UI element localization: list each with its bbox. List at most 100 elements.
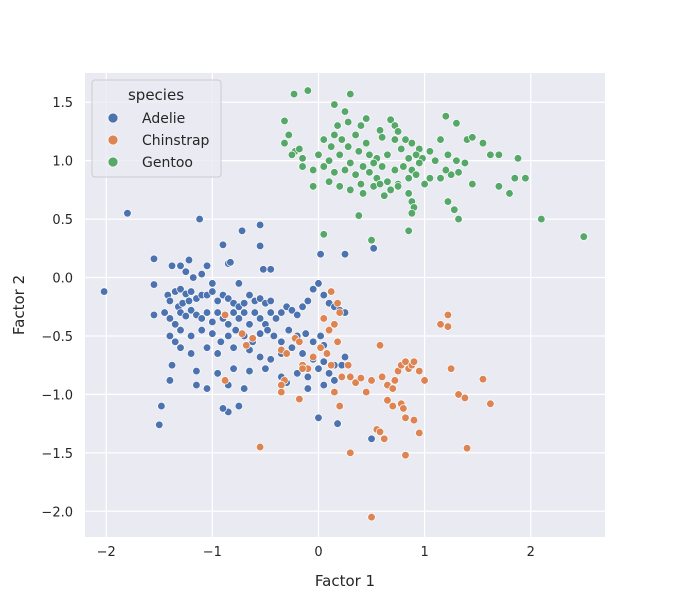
x-tick-label: −2	[97, 545, 116, 560]
data-point	[399, 404, 408, 413]
data-point	[259, 265, 268, 274]
data-point	[393, 127, 403, 136]
data-point	[319, 162, 328, 171]
data-point	[401, 357, 410, 366]
data-point	[224, 294, 233, 303]
data-point	[231, 325, 240, 335]
data-point	[245, 320, 254, 329]
data-point	[277, 380, 286, 390]
y-tick-label: 1.5	[52, 96, 73, 111]
legend-item: Gentoo	[107, 155, 193, 171]
data-point	[375, 179, 385, 189]
data-point	[242, 341, 251, 350]
data-point	[309, 182, 318, 191]
data-point	[407, 209, 417, 218]
data-point	[324, 156, 334, 165]
x-tick-label: 1	[420, 545, 428, 560]
data-point	[165, 331, 175, 341]
data-point	[186, 331, 196, 341]
series-chinstrap	[220, 287, 495, 522]
data-point	[245, 366, 254, 376]
data-point	[441, 112, 450, 121]
data-point	[171, 320, 180, 329]
data-point	[383, 150, 392, 159]
data-point	[295, 394, 304, 404]
data-point	[356, 179, 366, 189]
legend: species Adelie Chinstrap Gentoo	[91, 79, 222, 178]
data-point	[367, 376, 376, 385]
data-point	[335, 401, 344, 411]
data-point	[220, 310, 230, 320]
y-tick-label: 0.5	[52, 213, 73, 228]
data-point	[367, 512, 376, 522]
data-point	[346, 158, 355, 168]
data-point	[171, 337, 180, 346]
data-point	[333, 419, 342, 428]
data-point	[462, 444, 472, 453]
data-point	[324, 325, 334, 335]
data-point	[375, 126, 385, 135]
data-point	[330, 100, 339, 109]
data-point	[184, 296, 194, 306]
data-point	[468, 133, 477, 142]
data-point	[314, 279, 323, 288]
data-point	[454, 214, 463, 224]
data-point	[149, 254, 159, 263]
data-point	[309, 285, 318, 294]
data-point	[340, 107, 350, 116]
data-point	[365, 150, 374, 159]
data-point	[189, 273, 198, 282]
data-point	[358, 162, 368, 171]
data-point	[443, 150, 453, 159]
data-point	[298, 364, 307, 373]
data-point	[266, 308, 275, 317]
data-point	[149, 310, 159, 320]
data-point	[295, 144, 304, 154]
data-point	[314, 150, 323, 159]
data-point	[303, 296, 313, 306]
data-point	[319, 230, 328, 239]
data-point	[319, 290, 328, 300]
data-point	[330, 376, 339, 385]
data-point	[240, 308, 249, 317]
series-gentoo	[280, 86, 588, 245]
data-point	[287, 306, 297, 315]
data-point	[220, 376, 230, 385]
y-axis-ticks: −2.0 −1.5 −1.0 −0.5 0.0 0.5 1.0 1.5	[41, 96, 73, 520]
data-point	[319, 314, 328, 323]
data-point	[266, 265, 275, 274]
y-tick-label: −0.5	[41, 330, 73, 345]
data-point	[404, 174, 413, 183]
legend-box	[91, 79, 222, 178]
data-point	[181, 311, 190, 321]
data-point	[415, 158, 424, 168]
data-point	[346, 448, 355, 457]
data-point	[443, 322, 453, 331]
data-point	[186, 306, 196, 315]
data-point	[184, 255, 194, 265]
data-point	[486, 399, 495, 408]
legend-label: Chinstrap	[142, 133, 210, 149]
data-points	[99, 86, 588, 522]
data-point	[367, 434, 376, 443]
data-point	[375, 427, 385, 436]
data-point	[298, 162, 307, 171]
data-point	[266, 296, 275, 306]
x-axis-label: Factor 1	[315, 572, 375, 590]
data-point	[303, 372, 313, 382]
data-point	[255, 294, 265, 303]
data-point	[335, 308, 344, 317]
data-point	[425, 147, 435, 156]
data-point	[309, 352, 318, 362]
data-point	[234, 314, 244, 323]
data-point	[377, 372, 387, 382]
data-point	[261, 364, 270, 373]
data-point	[351, 170, 360, 179]
data-point	[213, 308, 222, 317]
data-point	[197, 325, 206, 335]
data-point	[330, 130, 339, 140]
data-point	[255, 352, 265, 362]
data-point	[446, 170, 456, 179]
data-point	[409, 357, 419, 366]
data-point	[356, 373, 366, 383]
